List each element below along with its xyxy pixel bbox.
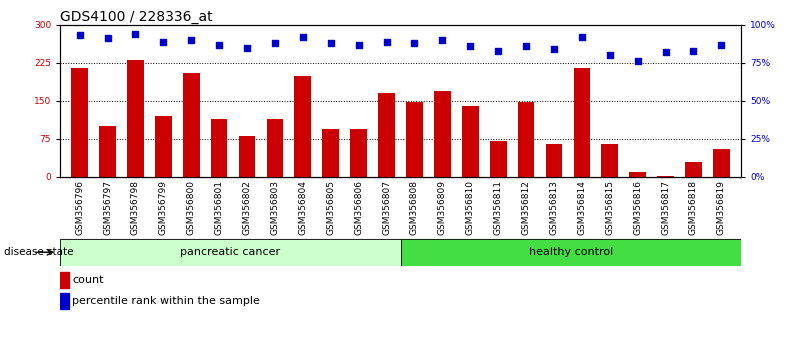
Point [380,39,393,44]
Text: GSM356800: GSM356800 [187,180,195,235]
Point [240,45,253,50]
Point [157,39,170,44]
Bar [713,149,730,177]
Bar [295,75,312,177]
Bar [489,142,506,177]
Text: GSM356806: GSM356806 [354,180,363,235]
Point [687,48,700,53]
Bar [378,93,395,177]
Point [129,31,142,37]
Text: GSM356805: GSM356805 [326,180,336,235]
Bar [574,68,590,177]
Text: GSM356815: GSM356815 [606,180,614,235]
Bar [60,239,400,266]
Point [268,40,281,46]
Bar [400,239,741,266]
Text: GSM356816: GSM356816 [633,180,642,235]
Text: GSM356798: GSM356798 [131,180,140,235]
Text: GSM356807: GSM356807 [382,180,391,235]
Text: GSM356811: GSM356811 [493,180,503,235]
Point [73,33,86,38]
Text: GSM356817: GSM356817 [661,180,670,235]
Point [436,37,449,43]
Point [659,49,672,55]
Bar [183,73,199,177]
Point [408,40,421,46]
Bar [517,102,534,177]
Text: GSM356810: GSM356810 [465,180,475,235]
Text: GDS4100 / 228336_at: GDS4100 / 228336_at [60,10,213,24]
Bar [322,129,339,177]
Text: GSM356809: GSM356809 [438,180,447,235]
Text: GSM356796: GSM356796 [75,180,84,235]
Point [575,34,588,40]
Bar [155,116,171,177]
Point [296,34,309,40]
Bar [60,272,69,288]
Point [603,52,616,58]
Text: percentile rank within the sample: percentile rank within the sample [72,296,260,306]
Bar [267,119,284,177]
Point [631,58,644,64]
Text: GSM356808: GSM356808 [410,180,419,235]
Bar [239,136,256,177]
Bar [60,293,69,309]
Text: GSM356801: GSM356801 [215,180,223,235]
Text: GSM356802: GSM356802 [243,180,252,235]
Point [492,48,505,53]
Point [548,46,561,52]
Bar [630,172,646,177]
Bar [545,144,562,177]
Bar [434,91,451,177]
Bar [685,162,702,177]
Text: GSM356797: GSM356797 [103,180,112,235]
Text: count: count [72,275,103,285]
Bar [211,119,227,177]
Bar [350,129,367,177]
Text: disease state: disease state [4,247,74,257]
Text: pancreatic cancer: pancreatic cancer [180,247,280,257]
Text: GSM356814: GSM356814 [578,180,586,235]
Bar [127,60,144,177]
Point [464,43,477,49]
Text: GSM356813: GSM356813 [549,180,558,235]
Text: GSM356803: GSM356803 [271,180,280,235]
Text: GSM356819: GSM356819 [717,180,726,235]
Bar [602,144,618,177]
Point [101,36,114,41]
Point [185,37,198,43]
Point [352,42,365,47]
Text: GSM356812: GSM356812 [521,180,530,235]
Bar [99,126,116,177]
Point [324,40,337,46]
Point [520,43,533,49]
Text: GSM356804: GSM356804 [298,180,308,235]
Text: GSM356818: GSM356818 [689,180,698,235]
Point [715,42,728,47]
Text: GSM356799: GSM356799 [159,180,168,235]
Bar [657,176,674,177]
Bar [406,102,423,177]
Point [213,42,226,47]
Text: healthy control: healthy control [529,247,613,257]
Bar [71,68,88,177]
Bar [462,106,479,177]
